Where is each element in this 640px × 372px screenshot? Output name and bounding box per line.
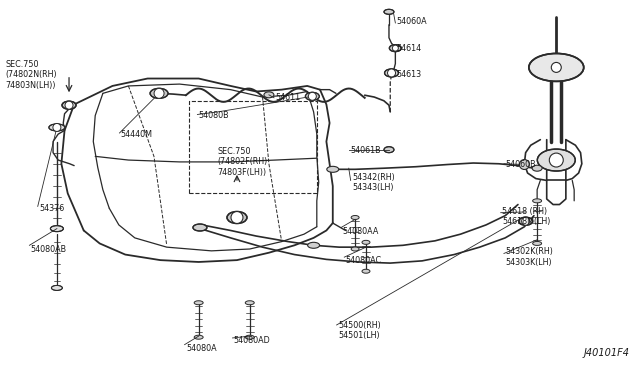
Circle shape (388, 69, 396, 77)
Ellipse shape (150, 89, 168, 98)
Circle shape (549, 153, 563, 167)
Ellipse shape (194, 301, 203, 305)
Text: 54060A: 54060A (397, 17, 428, 26)
Text: 54060B: 54060B (505, 160, 536, 169)
Circle shape (53, 124, 61, 131)
Ellipse shape (227, 212, 247, 224)
Text: 54614: 54614 (397, 44, 422, 53)
Ellipse shape (351, 215, 359, 219)
Text: 54080B: 54080B (198, 111, 229, 120)
Ellipse shape (385, 69, 399, 77)
Ellipse shape (49, 124, 65, 131)
Ellipse shape (518, 217, 532, 225)
Ellipse shape (51, 226, 63, 232)
Text: 54440M: 54440M (121, 129, 153, 139)
Ellipse shape (538, 149, 575, 171)
Text: 54080AB: 54080AB (31, 244, 67, 253)
Text: SEC.750
(74802N(RH)
74803N(LH)): SEC.750 (74802N(RH) 74803N(LH)) (6, 60, 58, 90)
Text: 54080A: 54080A (186, 344, 216, 353)
Ellipse shape (327, 166, 339, 172)
Text: 54613: 54613 (397, 70, 422, 79)
Circle shape (551, 62, 561, 73)
Text: 54080AC: 54080AC (346, 256, 381, 265)
Text: SEC.750
(74802F(RH)
74803F(LH)): SEC.750 (74802F(RH) 74803F(LH)) (218, 147, 268, 177)
Text: 54302K(RH)
54303K(LH): 54302K(RH) 54303K(LH) (505, 247, 553, 267)
Ellipse shape (532, 199, 541, 203)
Ellipse shape (351, 247, 359, 251)
Ellipse shape (62, 101, 76, 109)
Ellipse shape (532, 241, 541, 246)
Text: 54080AD: 54080AD (234, 336, 271, 346)
Ellipse shape (193, 224, 207, 231)
Ellipse shape (529, 54, 584, 81)
Ellipse shape (305, 92, 319, 100)
Text: 54376: 54376 (39, 204, 64, 213)
Ellipse shape (384, 147, 394, 153)
Circle shape (65, 101, 73, 109)
Ellipse shape (264, 92, 274, 98)
Text: 54500(RH)
54501(LH): 54500(RH) 54501(LH) (338, 321, 381, 340)
Bar (189, 101, 317, 193)
Text: 54342(RH)
54343(LH): 54342(RH) 54343(LH) (352, 173, 395, 192)
Circle shape (231, 212, 243, 224)
Ellipse shape (245, 301, 254, 305)
Text: 54618 (RH)
54618M(LH): 54618 (RH) 54618M(LH) (502, 207, 550, 226)
Text: 54080AA: 54080AA (342, 227, 379, 236)
Ellipse shape (245, 335, 254, 339)
Ellipse shape (362, 240, 370, 244)
Ellipse shape (389, 45, 401, 52)
Ellipse shape (532, 165, 542, 171)
Circle shape (520, 160, 529, 170)
Text: 54611: 54611 (275, 93, 300, 102)
Circle shape (392, 45, 398, 51)
Ellipse shape (51, 285, 62, 291)
Circle shape (308, 92, 316, 100)
Ellipse shape (384, 9, 394, 14)
Circle shape (522, 217, 530, 225)
Ellipse shape (194, 335, 203, 339)
Ellipse shape (308, 242, 319, 248)
Text: 54061B: 54061B (351, 146, 381, 155)
Ellipse shape (362, 269, 370, 273)
Text: J40101F4: J40101F4 (584, 348, 630, 358)
Circle shape (154, 89, 164, 98)
